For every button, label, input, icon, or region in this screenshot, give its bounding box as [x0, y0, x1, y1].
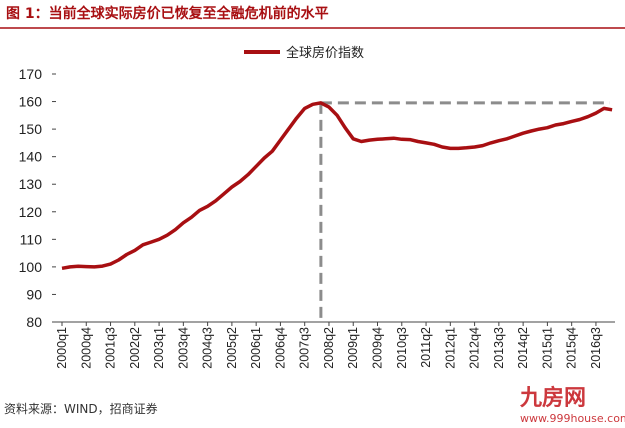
x-tick-label: 2003q1 [152, 327, 166, 369]
y-tick-label: 80 [26, 314, 42, 330]
x-tick-label: 2012q4 [468, 327, 482, 369]
y-tick-label: 100 [19, 259, 43, 275]
x-tick-label: 2006q4 [273, 327, 287, 369]
x-tick-label: 2016q3 [589, 327, 603, 369]
x-tick-label: 2002q2 [128, 327, 142, 369]
x-tick-label: 2014q2 [516, 327, 530, 369]
x-tick-label: 2005q2 [225, 327, 239, 369]
x-tick-label: 2000q4 [79, 327, 93, 369]
y-tick-label: 120 [19, 204, 43, 220]
x-tick-label: 2013q3 [492, 327, 506, 369]
x-tick-label: 2007q3 [298, 327, 312, 369]
y-tick-label: 140 [19, 149, 43, 165]
x-tick-label: 2015q1 [540, 327, 554, 369]
watermark-logo: 九房网 [519, 385, 586, 411]
x-tick-label: 2004q3 [201, 327, 215, 369]
legend-label: 全球房价指数 [286, 45, 364, 61]
x-tick-label: 2000q1 [55, 327, 69, 369]
y-tick-label: 90 [26, 286, 42, 302]
x-tick-label: 2006q1 [249, 327, 263, 369]
x-tick-label: 2015q4 [565, 327, 579, 369]
y-tick-label: 130 [19, 176, 43, 192]
x-tick-label: 2009q1 [346, 327, 360, 369]
x-tick-label: 2010q3 [395, 327, 409, 369]
x-tick-label: 2012q1 [443, 327, 457, 369]
x-tick-label: 2008q2 [322, 327, 336, 369]
chart-title: 图 1：当前全球实际房价已恢复至全融危机前的水平 [6, 5, 329, 22]
x-tick-label: 2003q4 [176, 327, 190, 369]
source-note: 资料来源：WIND，招商证券 [4, 401, 158, 416]
watermark-url: www.999house.com [520, 412, 625, 425]
x-tick-label: 2009q4 [371, 327, 385, 369]
y-tick-label: 170 [19, 66, 43, 82]
data-line [61, 101, 613, 271]
y-tick-label: 160 [19, 94, 43, 110]
y-tick-label: 150 [19, 121, 43, 137]
x-tick-label: 2011q2 [419, 327, 433, 368]
x-tick-label: 2001q3 [104, 327, 118, 369]
y-tick-label: 110 [20, 231, 43, 247]
